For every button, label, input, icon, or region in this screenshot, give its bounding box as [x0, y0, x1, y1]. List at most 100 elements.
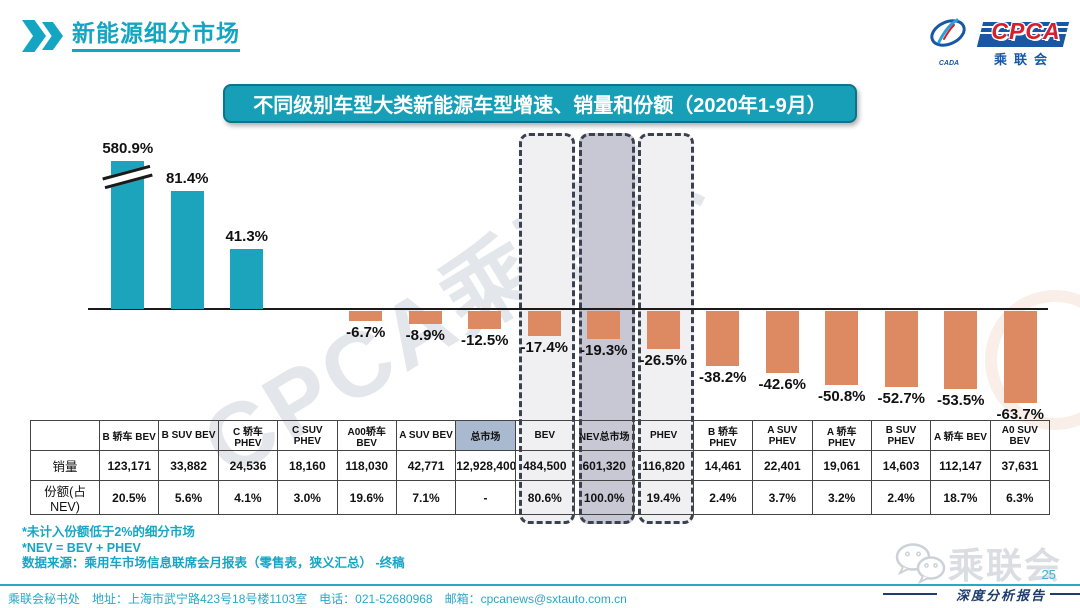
- growth-bar: [884, 311, 918, 388]
- growth-bar: [706, 311, 740, 367]
- growth-bar: [765, 311, 799, 373]
- share-cell: 3.2%: [811, 480, 872, 515]
- sales-cell: 18,160: [277, 450, 338, 481]
- share-cell: 18.7%: [930, 480, 991, 515]
- share-cell: 3.7%: [752, 480, 813, 515]
- sales-cell: 601,320: [573, 450, 635, 481]
- table-header-cell: B SUV BEV: [158, 420, 219, 451]
- growth-bar: [1003, 311, 1037, 404]
- sales-cell: 42,771: [395, 450, 457, 481]
- share-cell: 7.1%: [395, 480, 457, 515]
- emblem-caption: CADA: [938, 60, 960, 67]
- chevrons-icon: [22, 20, 63, 52]
- growth-bar: [587, 311, 621, 339]
- sales-cell: 116,820: [633, 450, 694, 481]
- cpca-emblem-icon: CADA: [927, 16, 971, 67]
- sales-cell: 484,500: [514, 450, 576, 481]
- sales-cell: 118,030: [336, 450, 397, 481]
- table-header-cell: A 轿车 BEV: [930, 420, 991, 451]
- share-cell: -: [455, 480, 516, 515]
- table-header-cell: A SUV PHEV: [752, 420, 813, 451]
- sales-cell: 14,603: [870, 450, 932, 481]
- table-header-cell: C 轿车 PHEV: [217, 420, 279, 451]
- growth-value-label: -12.5%: [460, 332, 509, 350]
- table-header-cell: C SUV PHEV: [277, 420, 338, 451]
- page-title: 新能源细分市场: [72, 20, 240, 52]
- growth-value-label: -52.7%: [877, 390, 926, 408]
- share-cell: 19.6%: [336, 480, 397, 515]
- table-corner-cell: [30, 420, 100, 451]
- share-cell: 4.1%: [217, 480, 279, 515]
- sales-cell: 112,147: [930, 450, 991, 481]
- growth-value-label: -8.9%: [405, 326, 445, 344]
- footer-contact: 乘联会秘书处 地址：上海市武宁路423号18号楼1103室 电话：021-526…: [8, 592, 627, 606]
- table-header-cell: BEV: [514, 420, 576, 451]
- growth-bar: [944, 311, 978, 389]
- growth-value-label: 580.9%: [102, 140, 154, 157]
- share-cell: 20.5%: [98, 480, 160, 515]
- page-number: 25: [1041, 567, 1056, 582]
- growth-bar: [230, 249, 264, 309]
- table-header-cell: B 轿车 PHEV: [692, 420, 754, 451]
- share-cell: 5.6%: [158, 480, 219, 515]
- table-header-cell: A0 SUV BEV: [989, 420, 1051, 451]
- growth-bar: [468, 311, 502, 330]
- growth-value-label: -42.6%: [758, 375, 807, 393]
- footnote-1: *未计入份额低于2%的细分市场: [22, 525, 195, 539]
- share-cell: 2.4%: [870, 480, 932, 515]
- growth-bar: [349, 311, 383, 321]
- growth-bar: [527, 311, 561, 337]
- growth-value-label: -6.7%: [346, 323, 386, 341]
- footnote-2: *NEV = BEV + PHEV: [22, 540, 141, 555]
- growth-value-label: -53.5%: [936, 391, 985, 409]
- logo-org-text: 乘联会: [993, 51, 1054, 67]
- growth-value-label: -26.5%: [639, 352, 688, 370]
- growth-bar: [825, 311, 859, 385]
- growth-bar: [408, 311, 442, 324]
- share-cell: 80.6%: [514, 480, 576, 515]
- table-row-label: 份额(占NEV): [30, 480, 100, 515]
- chart-title-banner: 不同级别车型大类新能源车型增速、销量和份额（2020年1-9月）: [223, 84, 857, 123]
- bottom-right-watermark: 乘联会: [892, 537, 1062, 589]
- share-cell: 2.4%: [692, 480, 754, 515]
- sales-cell: 12,928,400: [455, 450, 516, 481]
- sales-cell: 33,882: [158, 450, 219, 481]
- table-header-cell: B 轿车 BEV: [98, 420, 160, 451]
- table-header-cell: A SUV BEV: [395, 420, 457, 451]
- logo-brand-text: CPCA: [991, 17, 1061, 44]
- growth-bar: [170, 190, 204, 309]
- share-cell: 19.4%: [633, 480, 694, 515]
- tagline-rule-right: [1050, 593, 1080, 595]
- growth-value-label: -19.3%: [579, 341, 628, 359]
- sales-cell: 123,171: [98, 450, 160, 481]
- table-header-cell: A00轿车 BEV: [336, 420, 397, 451]
- growth-value-label: -50.8%: [817, 387, 866, 405]
- tagline-rule-left: [883, 593, 937, 595]
- footnote-3: 数据来源：乘用车市场信息联席会月报表（零售表，狭义汇总） -终稿: [22, 556, 405, 570]
- report-tagline: 深度分析报告: [955, 588, 1046, 603]
- footer-divider: [0, 584, 1080, 586]
- footnotes: *未计入份额低于2%的细分市场 *NEV = BEV + PHEV 数据来源：乘…: [22, 525, 405, 572]
- table-header-cell: 总市场: [455, 420, 516, 451]
- table-row-label: 销量: [30, 450, 100, 481]
- data-table: B 轿车 BEV B SUV BEV C 轿车 PHEV C SUV PHEV A00轿…: [30, 420, 1051, 515]
- sales-cell: 14,461: [692, 450, 754, 481]
- growth-value-label: 41.3%: [225, 228, 269, 246]
- sales-cell: 37,631: [989, 450, 1051, 481]
- wechat-icon: [895, 543, 946, 585]
- sales-cell: 24,536: [217, 450, 279, 481]
- sales-cell: 22,401: [752, 450, 813, 481]
- share-cell: 3.0%: [277, 480, 338, 515]
- share-cell: 100.0%: [573, 480, 635, 515]
- table-header-cell: B SUV PHEV: [870, 420, 932, 451]
- share-cell: 6.3%: [989, 480, 1051, 515]
- x-axis-line: [88, 308, 1048, 310]
- growth-value-label: -17.4%: [520, 339, 569, 357]
- table-header-cell: NEV总市场: [573, 420, 635, 451]
- sales-cell: 19,061: [811, 450, 872, 481]
- table-header-cell: PHEV: [633, 420, 694, 451]
- growth-value-label: 81.4%: [165, 169, 209, 187]
- watermark-org-text: 乘联会: [947, 545, 1062, 586]
- table-header-cell: A 轿车 PHEV: [811, 420, 872, 451]
